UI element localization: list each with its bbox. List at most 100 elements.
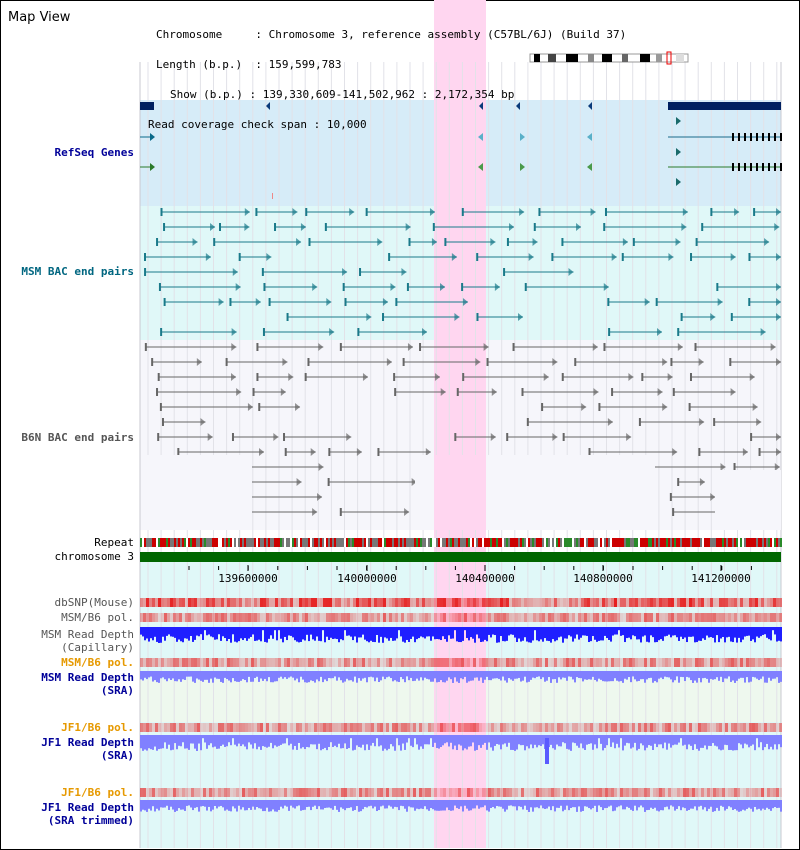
heat-cell	[224, 598, 227, 607]
depth-bar	[560, 800, 562, 806]
depth-bar	[398, 671, 400, 683]
bac-end	[538, 208, 541, 216]
heat-cell	[701, 788, 704, 797]
depth-bar	[680, 627, 682, 637]
heat-cell	[251, 598, 254, 607]
heat-cell	[401, 598, 404, 607]
bac-end-arrow	[581, 403, 587, 411]
depth-bar	[712, 627, 714, 638]
heat-cell	[557, 613, 560, 622]
depth-bar	[706, 735, 708, 750]
heat-cell	[647, 598, 650, 607]
depth-bar	[704, 735, 706, 746]
repeat-segment	[388, 538, 390, 547]
depth-bar	[656, 671, 658, 683]
depth-bar	[364, 671, 366, 678]
heat-cell	[194, 613, 197, 622]
repeat-segment	[236, 538, 238, 547]
repeat-segment	[616, 538, 618, 547]
depth-bar	[606, 627, 608, 638]
depth-bar	[206, 627, 208, 636]
heat-cell	[635, 598, 638, 607]
bac-end-arrow	[672, 448, 678, 456]
heat-cell	[221, 598, 224, 607]
depth-bar	[624, 671, 626, 679]
depth-bar	[554, 735, 556, 750]
heat-cell	[398, 613, 401, 622]
bac-end-arrow	[517, 313, 523, 321]
repeat-segment	[420, 538, 422, 547]
repeat-segment	[514, 538, 516, 547]
depth-bar	[256, 735, 258, 750]
depth-bar	[524, 671, 526, 677]
heat-cell	[194, 658, 197, 667]
heat-cell	[428, 598, 431, 607]
heat-cell	[353, 598, 356, 607]
bac-end-arrow	[774, 463, 780, 471]
depth-bar	[720, 627, 722, 639]
gene-arrow	[150, 133, 155, 141]
bac-end-arrow	[770, 343, 776, 351]
depth-bar	[228, 735, 230, 743]
depth-bar	[522, 671, 524, 681]
depth-bar	[254, 627, 256, 641]
depth-bar	[326, 800, 328, 808]
depth-bar	[584, 627, 586, 636]
depth-bar	[602, 800, 604, 811]
heat-cell	[437, 613, 440, 622]
depth-bar	[614, 671, 616, 679]
depth-bar	[414, 735, 416, 739]
msm-bac-label[interactable]: MSM BAC end pairs	[21, 265, 134, 278]
depth-bar	[532, 735, 534, 749]
depth-bar	[512, 627, 514, 635]
depth-bar	[270, 800, 272, 812]
heat-cell	[422, 723, 425, 732]
heat-cell	[284, 598, 287, 607]
depth-bar	[314, 627, 316, 641]
repeat-segment	[522, 538, 524, 547]
heat-cell	[143, 598, 146, 607]
heat-cell	[260, 723, 263, 732]
heat-cell	[518, 613, 521, 622]
depth-bar	[204, 671, 206, 680]
depth-bar	[774, 800, 776, 808]
heat-cell	[584, 658, 587, 667]
depth-bar	[600, 800, 602, 808]
repeat-segment	[588, 538, 590, 547]
heat-cell	[278, 788, 281, 797]
depth-bar	[200, 735, 202, 751]
heat-cell	[230, 598, 233, 607]
heat-cell	[749, 598, 752, 607]
repeat-segment	[412, 538, 414, 547]
heat-cell	[305, 723, 308, 732]
heat-cell	[176, 723, 179, 732]
repeat-segment	[246, 538, 248, 547]
heat-cell	[164, 723, 167, 732]
repeat-segment	[676, 538, 678, 547]
depth-bar	[440, 671, 442, 681]
heat-cell	[533, 598, 536, 607]
heat-cell	[161, 658, 164, 667]
repeat-segment	[252, 538, 254, 547]
b6n-bac-label[interactable]: B6N BAC end pairs	[21, 431, 134, 444]
heat-cell	[425, 598, 428, 607]
exon	[762, 133, 764, 141]
heat-cell	[770, 598, 773, 607]
depth-bar	[476, 735, 478, 750]
bac-end	[730, 313, 733, 321]
heat-cell	[608, 658, 611, 667]
depth-bar	[436, 671, 438, 683]
depth-bar	[334, 735, 336, 746]
heat-cell	[470, 723, 473, 732]
heat-cell	[719, 723, 722, 732]
bac-end	[716, 283, 719, 291]
bac-end-arrow	[756, 418, 762, 426]
bac-end-arrow	[776, 298, 781, 306]
heat-cell	[161, 788, 164, 797]
heat-cell	[395, 613, 398, 622]
heat-cell	[668, 788, 671, 797]
repeat-segment	[746, 538, 748, 547]
refseq-genes-label[interactable]: RefSeq Genes	[54, 146, 134, 159]
depth-bar	[182, 671, 184, 680]
